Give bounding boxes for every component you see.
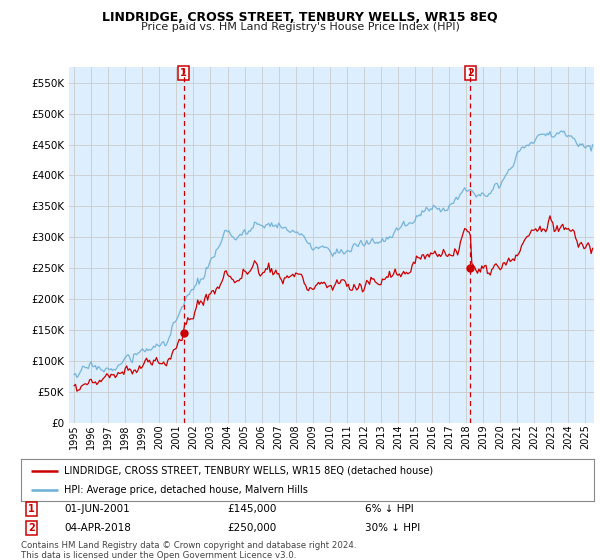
Text: 6% ↓ HPI: 6% ↓ HPI: [365, 505, 413, 515]
Text: £145,000: £145,000: [227, 505, 277, 515]
Text: HPI: Average price, detached house, Malvern Hills: HPI: Average price, detached house, Malv…: [64, 485, 308, 495]
Text: Price paid vs. HM Land Registry's House Price Index (HPI): Price paid vs. HM Land Registry's House …: [140, 22, 460, 32]
Text: Contains HM Land Registry data © Crown copyright and database right 2024.
This d: Contains HM Land Registry data © Crown c…: [21, 541, 356, 560]
Text: 1: 1: [180, 68, 187, 78]
Text: LINDRIDGE, CROSS STREET, TENBURY WELLS, WR15 8EQ (detached house): LINDRIDGE, CROSS STREET, TENBURY WELLS, …: [64, 465, 433, 475]
Text: LINDRIDGE, CROSS STREET, TENBURY WELLS, WR15 8EQ: LINDRIDGE, CROSS STREET, TENBURY WELLS, …: [102, 11, 498, 24]
Text: £250,000: £250,000: [227, 524, 277, 534]
Text: 04-APR-2018: 04-APR-2018: [64, 524, 131, 534]
Text: 1: 1: [28, 505, 35, 515]
Text: 2: 2: [467, 68, 474, 78]
Text: 01-JUN-2001: 01-JUN-2001: [64, 505, 130, 515]
Text: 30% ↓ HPI: 30% ↓ HPI: [365, 524, 420, 534]
Text: 2: 2: [28, 524, 35, 534]
